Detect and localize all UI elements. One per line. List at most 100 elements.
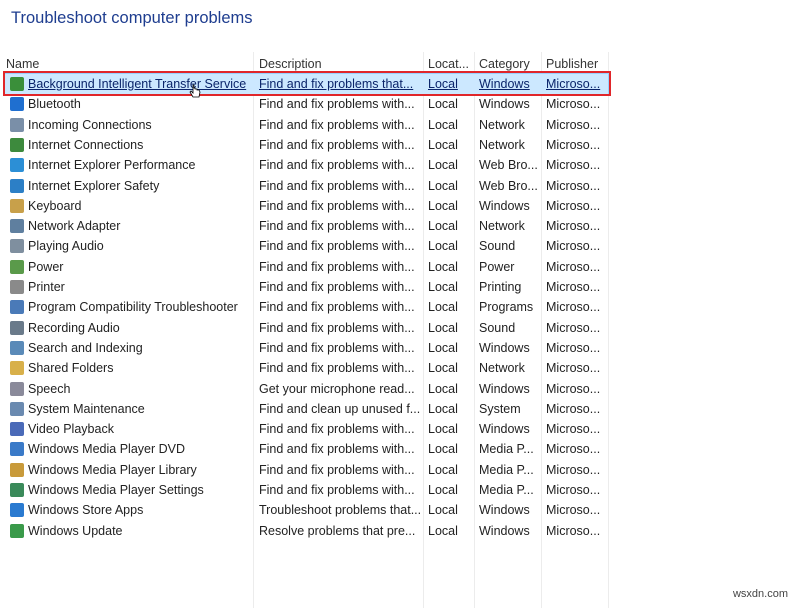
cell-loc: Local bbox=[428, 300, 458, 315]
cell-pub: Microso... bbox=[546, 300, 601, 315]
cell-cat: Media P... bbox=[479, 483, 534, 497]
network-adapter-icon bbox=[10, 219, 24, 234]
table-row[interactable]: Internet Connections Find and fix problem… bbox=[5, 135, 608, 155]
hand-cursor-icon bbox=[189, 84, 201, 98]
cell-desc: Find and fix problems with... bbox=[259, 442, 415, 457]
cell-loc: Local bbox=[428, 381, 458, 396]
cell-loc: Local bbox=[428, 198, 458, 213]
cell-cat: Web Bro... bbox=[479, 178, 538, 193]
cell-pub: Microso... bbox=[546, 483, 601, 497]
cell-desc: Find and fix problems with... bbox=[259, 462, 415, 477]
cell-name: Power bbox=[28, 259, 64, 274]
cell-desc: Find and fix problems with... bbox=[259, 97, 415, 112]
table-row[interactable]: Power Find and fix problems with... Local P… bbox=[5, 257, 608, 277]
cell-loc: Local bbox=[428, 340, 458, 355]
cell-desc: Find and fix problems with... bbox=[259, 239, 415, 254]
table-row[interactable]: Internet Explorer Safety Find and fix pro… bbox=[5, 176, 608, 196]
cell-pub: Microso... bbox=[546, 239, 601, 254]
column-divider[interactable] bbox=[253, 52, 254, 608]
cell-loc: Local bbox=[428, 280, 458, 294]
windows-update-icon bbox=[10, 523, 24, 538]
cell-desc: Find and clean up unused f... bbox=[259, 401, 421, 416]
table-row[interactable]: Background Intelligent Transfer Service F… bbox=[4, 73, 609, 95]
cell-desc: Resolve problems that pre... bbox=[259, 523, 416, 538]
column-divider[interactable] bbox=[423, 52, 424, 608]
table-row[interactable]: Keyboard Find and fix problems with... Loc… bbox=[5, 196, 608, 216]
cell-desc: Find and fix problems with... bbox=[259, 340, 415, 355]
cell-desc: Find and fix problems with... bbox=[259, 361, 415, 376]
table-row[interactable]: Internet Explorer Performance Find and fi… bbox=[5, 155, 608, 175]
cell-desc: Find and fix problems with... bbox=[259, 219, 415, 234]
cell-loc: Local bbox=[428, 117, 458, 132]
cell-pub: Microso... bbox=[546, 523, 601, 538]
column-divider[interactable] bbox=[474, 52, 475, 608]
cell-pub: Microso... bbox=[546, 259, 601, 274]
table-row[interactable]: Windows Media Player Library Find and fix… bbox=[5, 460, 608, 480]
cell-name: Program Compatibility Troubleshooter bbox=[28, 300, 238, 315]
cell-pub: Microso... bbox=[546, 117, 601, 132]
cell-name: Windows Media Player Settings bbox=[28, 483, 204, 497]
cell-pub: Microso... bbox=[546, 158, 601, 173]
wmp-settings-icon bbox=[10, 483, 24, 497]
table-row[interactable]: Windows Update Resolve problems that pre.… bbox=[5, 521, 608, 541]
table-row[interactable]: Incoming Connections Find and fix problem… bbox=[5, 115, 608, 135]
bluetooth-icon bbox=[10, 97, 24, 112]
column-header-publisher[interactable]: Publisher bbox=[546, 57, 599, 71]
cell-loc: Local bbox=[428, 259, 458, 274]
search-icon bbox=[10, 340, 24, 355]
column-header-description[interactable]: Description bbox=[259, 57, 322, 71]
keyboard-icon bbox=[10, 198, 24, 213]
cell-loc: Local bbox=[428, 178, 458, 193]
cell-cat: Network bbox=[479, 137, 525, 152]
cell-pub: Microso... bbox=[546, 340, 601, 355]
column-divider[interactable] bbox=[541, 52, 542, 608]
store-icon bbox=[10, 503, 24, 518]
table-row[interactable]: Playing Audio Find and fix problems with.… bbox=[5, 236, 608, 256]
column-header-name[interactable]: Name bbox=[6, 57, 40, 71]
table-row[interactable]: Network Adapter Find and fix problems wit… bbox=[5, 216, 608, 236]
cell-name: Bluetooth bbox=[28, 97, 81, 112]
cell-cat: Windows bbox=[479, 97, 530, 112]
page-title: Troubleshoot computer problems bbox=[11, 9, 253, 27]
cell-cat: Windows bbox=[479, 198, 530, 213]
table-row[interactable]: Search and Indexing Find and fix problems… bbox=[5, 338, 608, 358]
table-row[interactable]: Video Playback Find and fix problems with… bbox=[5, 419, 608, 439]
cell-pub: Microso... bbox=[546, 401, 601, 416]
cell-cat: Media P... bbox=[479, 462, 534, 477]
cell-desc: Find and fix problems with... bbox=[259, 300, 415, 315]
column-header-location[interactable]: Locat... bbox=[428, 57, 469, 71]
table-row[interactable]: Speech Get your microphone read... Local Wi… bbox=[5, 379, 608, 399]
cell-desc: Find and fix problems with... bbox=[259, 259, 415, 274]
cell-loc: Local bbox=[428, 97, 458, 112]
table-row[interactable]: Windows Media Player Settings Find and fi… bbox=[5, 480, 608, 500]
cell-cat: Network bbox=[479, 219, 525, 234]
cell-name: Search and Indexing bbox=[28, 340, 143, 355]
table-row[interactable]: Program Compatibility Troubleshooter Find… bbox=[5, 297, 608, 317]
cell-name: Recording Audio bbox=[28, 320, 120, 335]
cell-name: Windows Update bbox=[28, 523, 123, 538]
watermark: wsxdn.com bbox=[732, 588, 788, 600]
table-row[interactable]: Windows Store Apps Troubleshoot problems … bbox=[5, 500, 608, 520]
cell-pub: Microso... bbox=[546, 178, 601, 193]
cell-name: Speech bbox=[28, 381, 71, 396]
cell-pub: Microso... bbox=[546, 97, 601, 112]
table-row[interactable]: Shared Folders Find and fix problems with… bbox=[5, 358, 608, 378]
cell-desc: Find and fix problems with... bbox=[259, 137, 415, 152]
cell-cat: Windows bbox=[479, 503, 530, 518]
power-icon bbox=[10, 259, 24, 274]
cell-cat: Sound bbox=[479, 320, 516, 335]
column-divider[interactable] bbox=[608, 52, 609, 608]
table-row[interactable]: Printer Find and fix problems with... Loca… bbox=[5, 277, 608, 297]
table-row[interactable]: Windows Media Player DVD Find and fix pro… bbox=[5, 439, 608, 459]
table-row[interactable]: Recording Audio Find and fix problems wit… bbox=[5, 318, 608, 338]
column-header-category[interactable]: Category bbox=[479, 57, 530, 71]
cell-pub: Microso... bbox=[546, 219, 601, 234]
cell-name: Windows Store Apps bbox=[28, 503, 144, 518]
cell-loc: Local bbox=[428, 137, 458, 152]
table-row[interactable]: System Maintenance Find and clean up unus… bbox=[5, 399, 608, 419]
cell-cat: Power bbox=[479, 259, 515, 274]
table-row[interactable]: Bluetooth Find and fix problems with... Lo… bbox=[5, 94, 608, 114]
cell-desc: Find and fix problems with... bbox=[259, 422, 415, 437]
troubleshooter-list: Name Description Locat... Category Publi… bbox=[0, 52, 610, 608]
cell-name: Incoming Connections bbox=[28, 117, 152, 132]
